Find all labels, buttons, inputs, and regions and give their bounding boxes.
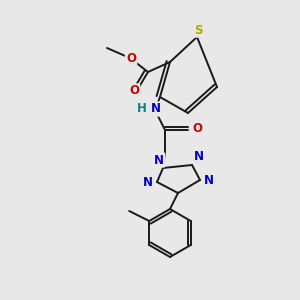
Text: N: N [194, 151, 204, 164]
Text: N: N [154, 154, 164, 166]
Text: H: H [137, 103, 147, 116]
Text: N: N [143, 176, 153, 190]
Text: N: N [151, 103, 161, 116]
Text: O: O [192, 122, 202, 136]
Text: S: S [194, 23, 202, 37]
Text: O: O [129, 85, 139, 98]
Text: O: O [126, 52, 136, 65]
Text: N: N [204, 175, 214, 188]
